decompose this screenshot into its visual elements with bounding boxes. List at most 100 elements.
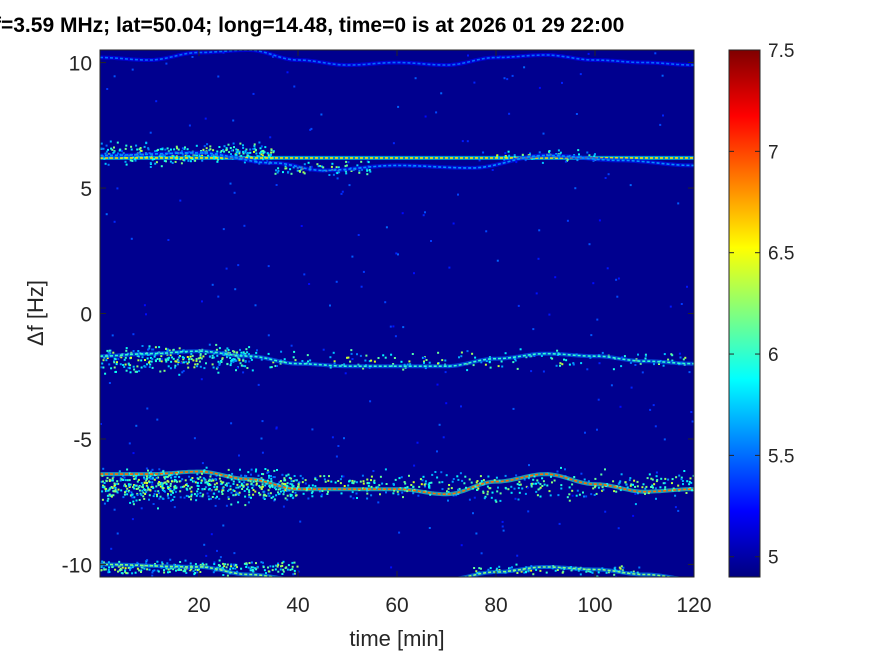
noise-speck xyxy=(108,493,111,496)
noise-speck xyxy=(158,359,161,362)
noise-speck xyxy=(117,570,119,573)
noise-speck xyxy=(335,166,338,169)
noise-speck xyxy=(104,162,107,165)
noise-speck xyxy=(229,364,232,367)
noise-speck xyxy=(345,164,348,167)
noise-speck xyxy=(501,365,504,368)
noise-speck xyxy=(238,150,241,153)
x-tick-label: 20 xyxy=(187,594,210,617)
noise-speck xyxy=(191,477,194,479)
noise-speck xyxy=(189,562,192,565)
noise-speck xyxy=(205,466,208,469)
noise-speck xyxy=(201,159,204,162)
noise-speck xyxy=(326,493,329,495)
noise-speck xyxy=(215,488,218,491)
noise-speck xyxy=(262,152,265,155)
noise-speck xyxy=(297,485,299,488)
noise-speck xyxy=(218,497,221,500)
noise-speck xyxy=(189,355,192,358)
noise-speck xyxy=(189,478,192,481)
noise-speck xyxy=(128,363,130,366)
noise-speck xyxy=(327,490,329,493)
noise-speck xyxy=(479,475,482,478)
noise-speck xyxy=(169,367,172,370)
noise-speck xyxy=(347,484,350,487)
noise-speck xyxy=(109,352,112,355)
noise-speck xyxy=(440,471,443,474)
noise-speck xyxy=(106,494,109,497)
noise-speck xyxy=(617,482,620,485)
noise-speck xyxy=(282,493,285,496)
noise-speck xyxy=(227,349,230,351)
noise-speck xyxy=(317,165,320,168)
noise-speck xyxy=(139,147,142,149)
background-speck xyxy=(113,220,116,223)
noise-speck xyxy=(466,369,469,372)
noise-speck xyxy=(293,350,296,353)
y-tick-label: 5 xyxy=(80,178,92,201)
noise-speck xyxy=(168,349,171,352)
noise-speck xyxy=(236,351,239,354)
noise-speck xyxy=(269,366,272,369)
noise-speck xyxy=(169,488,172,491)
noise-speck xyxy=(114,483,117,486)
noise-speck xyxy=(235,151,238,154)
background-speck xyxy=(460,544,463,547)
noise-speck xyxy=(350,170,353,172)
background-speck xyxy=(219,556,222,559)
plot-area xyxy=(99,49,695,578)
noise-speck xyxy=(663,353,666,356)
noise-speck xyxy=(373,360,376,363)
noise-speck xyxy=(559,151,562,154)
background-speck xyxy=(128,442,131,445)
noise-speck xyxy=(683,470,686,472)
noise-speck xyxy=(239,348,241,351)
noise-speck xyxy=(373,482,376,484)
noise-speck xyxy=(267,492,270,495)
noise-speck xyxy=(238,359,241,362)
noise-speck xyxy=(128,489,130,492)
noise-speck xyxy=(232,567,235,570)
noise-speck xyxy=(568,493,571,496)
noise-speck xyxy=(267,352,270,355)
noise-speck xyxy=(150,470,153,473)
noise-speck xyxy=(215,474,218,477)
noise-speck xyxy=(361,474,364,477)
noise-speck xyxy=(241,488,244,490)
noise-speck xyxy=(290,480,293,483)
noise-speck xyxy=(245,348,248,351)
noise-speck xyxy=(207,479,210,482)
background-speck xyxy=(341,190,344,193)
noise-speck xyxy=(129,501,132,504)
noise-speck xyxy=(644,492,646,495)
noise-speck xyxy=(460,351,463,354)
noise-speck xyxy=(660,477,663,480)
noise-speck xyxy=(141,345,144,347)
noise-speck xyxy=(274,564,277,567)
noise-speck xyxy=(638,566,641,569)
noise-speck xyxy=(221,566,224,569)
noise-speck xyxy=(138,485,141,488)
noise-speck xyxy=(160,360,163,363)
background-speck xyxy=(413,272,415,275)
noise-speck xyxy=(267,152,270,155)
noise-speck xyxy=(518,480,521,483)
noise-speck xyxy=(298,481,301,484)
background-speck xyxy=(422,214,425,217)
noise-speck xyxy=(132,486,134,489)
noise-speck xyxy=(136,148,139,151)
background-speck xyxy=(225,267,228,270)
background-speck xyxy=(604,510,607,513)
background-speck xyxy=(377,501,380,504)
noise-speck xyxy=(167,497,170,500)
background-speck xyxy=(629,184,632,187)
background-speck xyxy=(131,496,134,499)
noise-speck xyxy=(541,485,544,487)
noise-speck xyxy=(366,492,369,495)
noise-speck xyxy=(131,566,134,569)
background-speck xyxy=(179,199,182,202)
noise-speck xyxy=(193,573,196,576)
noise-speck xyxy=(143,567,146,570)
noise-speck xyxy=(571,489,574,492)
noise-speck xyxy=(225,566,228,569)
